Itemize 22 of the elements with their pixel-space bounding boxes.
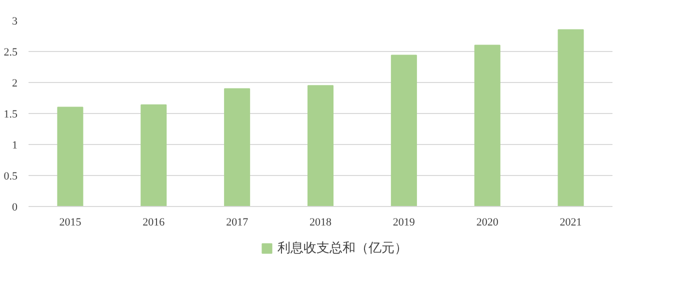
bar <box>474 44 500 206</box>
bar <box>390 54 417 206</box>
bar <box>57 106 84 206</box>
y-tick-label: 0.5 <box>4 170 18 182</box>
bar <box>224 88 250 206</box>
y-tick-label: 1.5 <box>4 108 18 120</box>
bar <box>307 85 334 206</box>
x-tick-label: 2021 <box>560 216 582 228</box>
y-tick-label: 0 <box>12 202 18 214</box>
y-tick-label: 2.5 <box>4 46 18 58</box>
y-tick-label: 1 <box>12 140 18 152</box>
legend-label: 利息收支总和（亿元） <box>278 239 408 257</box>
bar <box>558 29 584 206</box>
x-tick-label: 2019 <box>392 216 416 228</box>
x-tick-label: 2016 <box>142 216 166 228</box>
x-tick-label: 2018 <box>310 216 332 228</box>
x-tick-label: 2020 <box>476 216 499 228</box>
y-tick-label: 3 <box>12 16 18 28</box>
bar <box>140 104 167 206</box>
x-tick-label: 2015 <box>59 216 82 228</box>
y-tick-label: 2 <box>12 78 18 90</box>
x-tick-label: 2017 <box>226 216 249 228</box>
